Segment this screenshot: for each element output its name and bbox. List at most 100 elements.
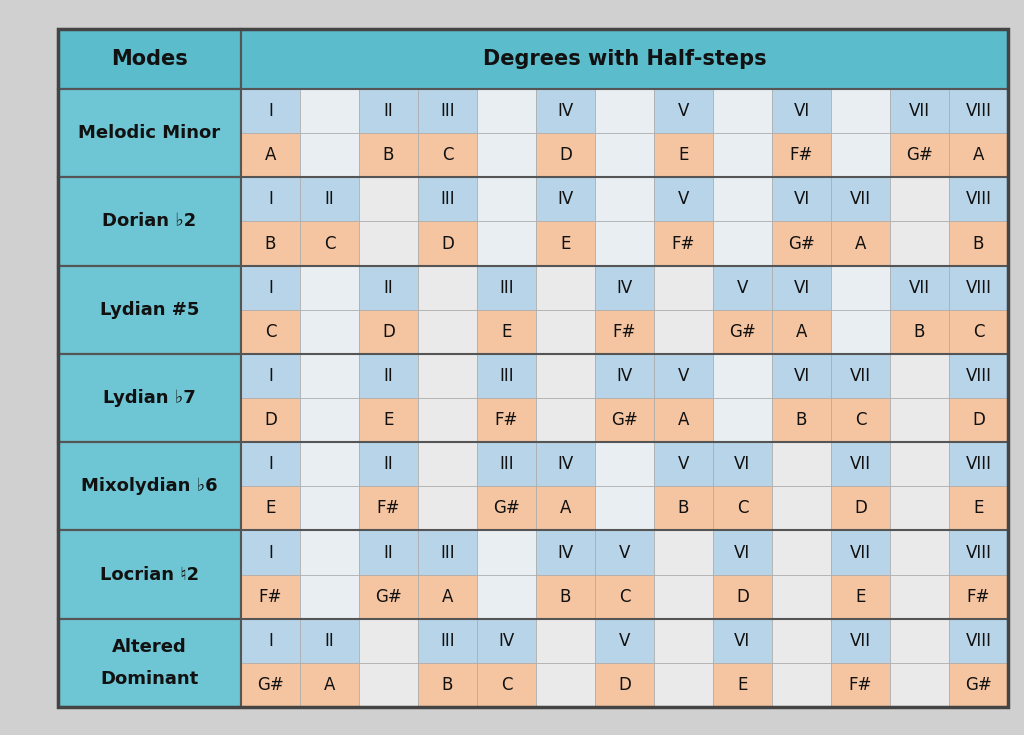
- Bar: [477, 575, 536, 619]
- Bar: [418, 133, 477, 177]
- Text: V: V: [678, 455, 689, 473]
- Text: G#: G#: [788, 234, 815, 253]
- Bar: [772, 442, 831, 487]
- Bar: [595, 133, 654, 177]
- Bar: [359, 531, 418, 575]
- Bar: [418, 487, 477, 531]
- Bar: [890, 221, 949, 265]
- Text: VIII: VIII: [966, 190, 991, 208]
- Text: Lydian ♭7: Lydian ♭7: [103, 389, 196, 407]
- Text: V: V: [618, 632, 630, 650]
- Text: VI: VI: [794, 367, 810, 385]
- Text: II: II: [384, 455, 393, 473]
- Bar: [595, 442, 654, 487]
- Bar: [654, 133, 713, 177]
- Text: E: E: [265, 499, 275, 517]
- Bar: [831, 133, 890, 177]
- Bar: [241, 265, 300, 309]
- Text: IV: IV: [499, 632, 515, 650]
- Bar: [831, 487, 890, 531]
- Text: C: C: [324, 234, 335, 253]
- Bar: [949, 265, 1008, 309]
- Text: VI: VI: [794, 190, 810, 208]
- Text: D: D: [264, 411, 276, 429]
- Bar: [595, 309, 654, 354]
- Bar: [831, 177, 890, 221]
- Bar: [300, 309, 359, 354]
- Bar: [890, 309, 949, 354]
- Bar: [831, 89, 890, 133]
- Text: Dorian ♭2: Dorian ♭2: [102, 212, 197, 231]
- Text: II: II: [384, 102, 393, 120]
- Text: E: E: [855, 588, 865, 606]
- Text: B: B: [678, 499, 689, 517]
- Bar: [890, 354, 949, 398]
- Text: E: E: [560, 234, 570, 253]
- Bar: [654, 354, 713, 398]
- Bar: [831, 575, 890, 619]
- Bar: [477, 487, 536, 531]
- Bar: [241, 575, 300, 619]
- Bar: [241, 619, 300, 663]
- Text: B: B: [383, 146, 394, 164]
- Text: A: A: [560, 499, 571, 517]
- Text: G#: G#: [494, 499, 520, 517]
- Bar: [713, 265, 772, 309]
- Text: Locrian ♮2: Locrian ♮2: [100, 565, 199, 584]
- Bar: [890, 89, 949, 133]
- Bar: [654, 442, 713, 487]
- Bar: [654, 309, 713, 354]
- Text: Altered: Altered: [112, 638, 186, 656]
- Text: D: D: [441, 234, 454, 253]
- Text: A: A: [441, 588, 454, 606]
- Bar: [713, 309, 772, 354]
- Bar: [359, 487, 418, 531]
- Text: A: A: [973, 146, 984, 164]
- Text: VII: VII: [909, 102, 930, 120]
- Bar: [949, 177, 1008, 221]
- Text: II: II: [384, 543, 393, 562]
- Bar: [890, 575, 949, 619]
- Text: E: E: [383, 411, 393, 429]
- Text: F#: F#: [377, 499, 400, 517]
- Text: II: II: [384, 367, 393, 385]
- Bar: [359, 221, 418, 265]
- Text: VII: VII: [909, 279, 930, 297]
- Bar: [536, 354, 595, 398]
- Text: VI: VI: [734, 543, 751, 562]
- Text: V: V: [678, 190, 689, 208]
- Bar: [241, 442, 300, 487]
- Bar: [359, 309, 418, 354]
- Text: D: D: [736, 588, 749, 606]
- Bar: [536, 221, 595, 265]
- Bar: [359, 398, 418, 442]
- Bar: [831, 619, 890, 663]
- Bar: [58, 89, 241, 177]
- Text: VII: VII: [850, 367, 871, 385]
- Text: E: E: [737, 676, 748, 694]
- Text: III: III: [440, 543, 455, 562]
- Text: I: I: [268, 543, 273, 562]
- Bar: [58, 442, 241, 531]
- Bar: [949, 89, 1008, 133]
- Bar: [477, 398, 536, 442]
- Bar: [241, 89, 300, 133]
- Bar: [713, 133, 772, 177]
- Text: VIII: VIII: [966, 455, 991, 473]
- Text: D: D: [559, 146, 572, 164]
- Text: A: A: [855, 234, 866, 253]
- Text: Lydian #5: Lydian #5: [99, 301, 200, 319]
- Text: I: I: [268, 455, 273, 473]
- Bar: [713, 663, 772, 707]
- Bar: [831, 354, 890, 398]
- Bar: [241, 398, 300, 442]
- Text: E: E: [974, 499, 984, 517]
- Bar: [300, 89, 359, 133]
- Bar: [772, 398, 831, 442]
- Bar: [595, 398, 654, 442]
- Text: VII: VII: [850, 543, 871, 562]
- Bar: [241, 354, 300, 398]
- Bar: [359, 619, 418, 663]
- Bar: [772, 265, 831, 309]
- Bar: [241, 177, 300, 221]
